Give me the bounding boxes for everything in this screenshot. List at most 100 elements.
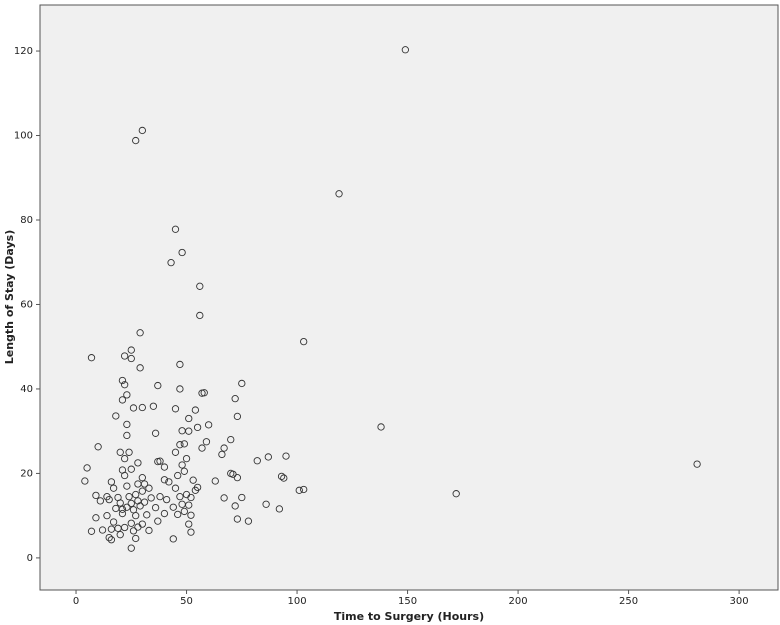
- point: [280, 474, 288, 482]
- point: [160, 509, 169, 518]
- point: [169, 535, 177, 543]
- point: [123, 420, 131, 429]
- point: [138, 487, 146, 495]
- point: [118, 509, 127, 518]
- point: [171, 405, 180, 413]
- point: [300, 337, 308, 346]
- point: [151, 429, 160, 437]
- point: [187, 493, 195, 502]
- point: [180, 467, 188, 475]
- point: [129, 527, 138, 535]
- point: [123, 391, 131, 399]
- point: [92, 491, 100, 500]
- point: [154, 381, 162, 390]
- point: [335, 190, 343, 198]
- point: [171, 225, 180, 233]
- point: [169, 503, 177, 511]
- point: [92, 514, 100, 522]
- point: [178, 248, 186, 257]
- point: [171, 484, 180, 492]
- point: [94, 443, 102, 451]
- point: [220, 494, 228, 502]
- point: [282, 452, 290, 460]
- point: [121, 471, 129, 480]
- x-tick-label: 0: [73, 596, 79, 607]
- point: [253, 457, 261, 465]
- point: [156, 493, 164, 501]
- point: [134, 459, 142, 467]
- point: [136, 329, 144, 337]
- y-tick-label: 0: [27, 553, 33, 564]
- point: [211, 477, 219, 485]
- point: [118, 376, 127, 385]
- point: [81, 477, 89, 485]
- point: [167, 259, 175, 267]
- point: [125, 493, 133, 501]
- point: [174, 471, 182, 480]
- point: [264, 453, 272, 461]
- point: [202, 438, 211, 446]
- point: [162, 495, 171, 504]
- x-axis-title: Time to Surgery (Hours): [334, 610, 484, 623]
- point: [87, 527, 96, 535]
- y-tick-label: 80: [20, 215, 33, 226]
- point: [116, 499, 124, 507]
- point: [140, 480, 149, 488]
- point: [193, 483, 202, 492]
- point: [127, 519, 135, 527]
- point: [132, 136, 140, 145]
- point: [105, 533, 113, 542]
- point: [227, 435, 235, 444]
- point: [123, 482, 131, 490]
- point: [134, 523, 142, 531]
- x-tick-label: 200: [509, 596, 528, 607]
- point: [87, 354, 96, 362]
- point: [180, 507, 188, 516]
- point: [233, 515, 242, 523]
- point: [233, 473, 242, 482]
- point: [401, 46, 410, 54]
- point: [103, 512, 111, 520]
- point: [143, 511, 151, 519]
- point: [132, 512, 140, 520]
- point: [191, 406, 200, 414]
- x-tick-label: 250: [619, 596, 638, 607]
- point: [174, 510, 182, 519]
- point: [121, 454, 129, 463]
- point: [118, 505, 127, 513]
- point: [262, 500, 270, 508]
- point: [160, 463, 169, 471]
- point: [127, 354, 135, 363]
- point: [123, 431, 131, 440]
- point: [154, 517, 162, 525]
- point: [107, 536, 116, 544]
- point: [238, 379, 246, 388]
- point: [132, 534, 140, 543]
- point: [182, 454, 191, 463]
- point: [244, 517, 253, 525]
- point: [109, 484, 118, 492]
- point: [185, 520, 193, 528]
- plot-area: [39, 4, 779, 591]
- point: [145, 526, 153, 535]
- point: [125, 448, 133, 456]
- y-axis-title: Length of Stay (Days): [3, 230, 16, 365]
- point: [238, 493, 246, 502]
- y-tick-label: 40: [20, 384, 33, 395]
- point: [196, 311, 204, 320]
- point: [151, 503, 160, 512]
- point: [138, 403, 146, 412]
- point: [275, 505, 284, 513]
- point: [180, 440, 188, 448]
- point: [220, 444, 228, 452]
- point: [98, 526, 107, 534]
- point: [96, 497, 104, 505]
- point: [231, 502, 239, 510]
- point: [277, 472, 286, 481]
- point: [185, 414, 193, 423]
- point: [693, 460, 701, 468]
- point: [295, 486, 303, 494]
- point: [189, 476, 197, 484]
- point: [147, 494, 155, 502]
- point: [300, 485, 308, 494]
